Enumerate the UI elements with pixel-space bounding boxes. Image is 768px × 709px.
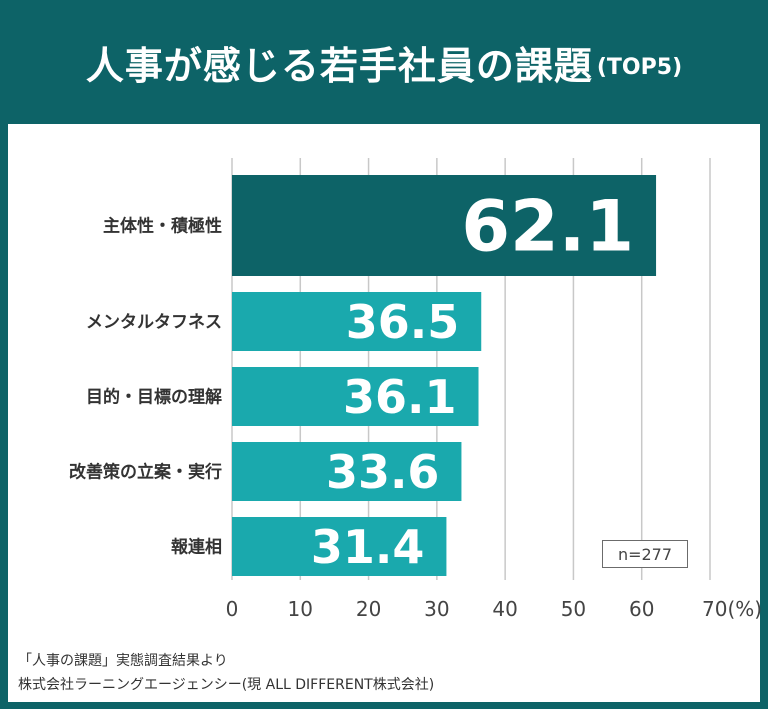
- bar-value-label: 36.1: [343, 370, 457, 424]
- x-tick-label: 40: [492, 597, 517, 621]
- bar: [232, 442, 462, 501]
- x-tick-label: 50: [561, 597, 586, 621]
- x-tick-label: 60: [629, 597, 654, 621]
- category-label: 目的・目標の理解: [86, 387, 222, 408]
- bar: [232, 292, 482, 351]
- title-bar: 人事が感じる若手社員の課題 (TOP5): [0, 0, 768, 124]
- bar-value-label: 36.5: [346, 295, 460, 349]
- x-tick-label: 10: [288, 597, 313, 621]
- category-label: 報連相: [171, 537, 222, 558]
- bar-value-label: 62.1: [461, 186, 634, 268]
- bar: [232, 175, 657, 276]
- bar-value-label: 33.6: [326, 445, 440, 499]
- category-label: メンタルタフネス: [86, 313, 222, 333]
- bar: [232, 517, 447, 576]
- x-tick-label: 30: [424, 597, 449, 621]
- source-line-1: 「人事の課題」実態調査結果より: [18, 653, 228, 669]
- x-tick-label: 0: [226, 597, 239, 621]
- category-label: 主体性・積極性: [103, 216, 222, 237]
- bar-value-label: 31.4: [311, 520, 425, 574]
- bar: [232, 367, 479, 426]
- x-tick-label: 70(%): [702, 597, 762, 621]
- category-label: 改善策の立案・実行: [69, 462, 222, 483]
- sample-size-label: n=277: [617, 544, 673, 564]
- chart-subtitle: (TOP5): [596, 54, 683, 80]
- source-line-2: 株式会社ラーニングエージェンシー(現 ALL DIFFERENT株式会社): [18, 677, 435, 693]
- x-tick-label: 20: [356, 597, 381, 621]
- sample-size-box: n=277: [602, 540, 688, 568]
- chart-title: 人事が感じる若手社員の課題: [85, 43, 593, 88]
